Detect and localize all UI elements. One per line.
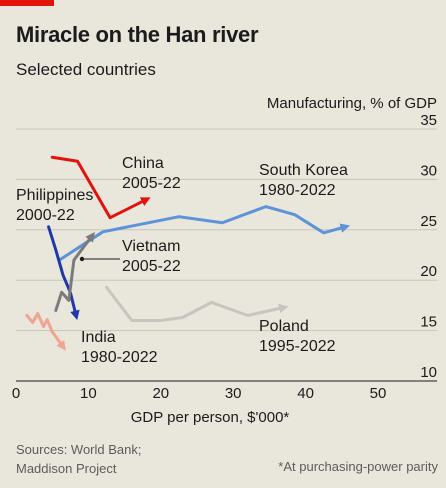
y-tick-label: 20 <box>420 263 437 280</box>
label-south-korea-name: South Korea <box>259 162 348 179</box>
x-tick-label: 50 <box>370 385 387 402</box>
x-tick-label: 0 <box>12 385 20 402</box>
y-tick-label: 10 <box>420 364 437 381</box>
series-line-india <box>25 311 66 351</box>
label-china-name: China <box>122 155 164 172</box>
sources-line-2: Maddison Project <box>16 461 117 476</box>
chart-title: Miracle on the Han river <box>16 22 259 47</box>
series-labels: China 2005-22 South Korea 1980-2022 Philippi… <box>16 155 348 366</box>
y-tick-label: 35 <box>420 112 437 129</box>
label-india-name: India <box>81 329 116 346</box>
label-vietnam-period: 2005-22 <box>122 258 181 275</box>
brand-tag <box>0 0 54 6</box>
y-tick-label: 15 <box>420 314 437 331</box>
series-line-south-korea <box>57 205 351 262</box>
chart-subtitle: Selected countries <box>16 60 156 79</box>
label-poland-period: 1995-2022 <box>259 338 336 355</box>
sources-line-1: Sources: World Bank; <box>16 442 142 457</box>
x-tick-label: 10 <box>80 385 97 402</box>
label-china-period: 2005-22 <box>122 175 181 192</box>
label-vietnam-name: Vietnam <box>122 238 180 255</box>
x-tick-label: 20 <box>152 385 169 402</box>
series-lines <box>25 155 351 351</box>
series-line-philippines <box>47 225 80 321</box>
y-tick-label: 25 <box>420 213 437 230</box>
label-philippines-name: Philippines <box>16 187 93 204</box>
series-line-poland <box>105 285 289 323</box>
x-tick-label: 30 <box>225 385 242 402</box>
footnote: *At purchasing-power parity <box>278 459 438 474</box>
series-line-china <box>50 155 151 220</box>
label-south-korea-period: 1980-2022 <box>259 182 336 199</box>
label-philippines-period: 2000-22 <box>16 207 75 224</box>
x-tick-labels: 0 10 20 30 40 50 <box>12 385 387 402</box>
series-line-vietnam <box>54 232 95 312</box>
label-india-period: 1980-2022 <box>81 349 158 366</box>
sources: Sources: World Bank; Maddison Project <box>16 440 141 478</box>
grid-lines <box>16 128 437 382</box>
x-tick-label: 40 <box>297 385 314 402</box>
vietnam-leader-dot <box>79 256 85 262</box>
y-tick-labels: 10 15 20 25 30 35 <box>420 112 437 381</box>
y-axis-label: Manufacturing, % of GDP <box>267 95 437 112</box>
chart-area: 10 15 20 25 30 35 0 10 20 30 40 50 China 2005-22 Sou… <box>12 95 437 426</box>
x-axis-label: GDP per person, $'000* <box>131 409 290 426</box>
y-tick-label: 30 <box>420 162 437 179</box>
label-poland-name: Poland <box>259 318 309 335</box>
